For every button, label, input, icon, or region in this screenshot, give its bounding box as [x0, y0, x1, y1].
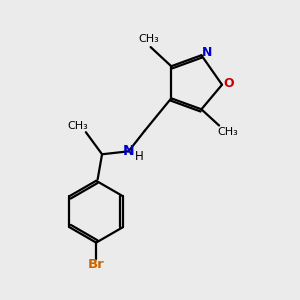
- Text: CH₃: CH₃: [67, 121, 88, 131]
- Text: H: H: [135, 150, 144, 163]
- Text: N: N: [202, 46, 212, 59]
- Text: N: N: [123, 144, 134, 158]
- Text: CH₃: CH₃: [139, 34, 160, 44]
- Text: O: O: [223, 77, 234, 90]
- Text: CH₃: CH₃: [217, 127, 238, 137]
- Text: Br: Br: [88, 258, 104, 271]
